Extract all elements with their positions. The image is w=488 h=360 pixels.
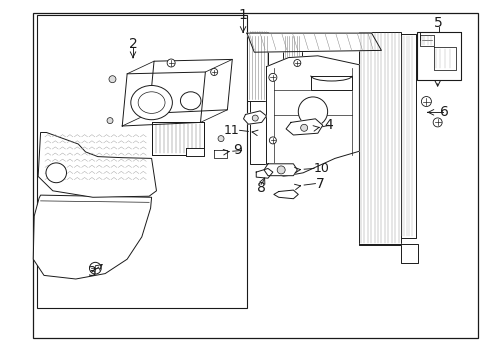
Circle shape [109, 76, 116, 83]
Circle shape [167, 59, 175, 67]
Polygon shape [266, 56, 359, 176]
Polygon shape [273, 190, 298, 199]
Polygon shape [419, 35, 433, 46]
Text: 4: 4 [324, 118, 332, 132]
Circle shape [210, 68, 217, 76]
Circle shape [421, 96, 430, 107]
Circle shape [268, 73, 276, 81]
Polygon shape [33, 195, 151, 279]
Polygon shape [246, 33, 381, 52]
Ellipse shape [180, 92, 201, 110]
Polygon shape [359, 244, 417, 263]
Polygon shape [310, 76, 351, 90]
Ellipse shape [46, 163, 66, 183]
Text: 11: 11 [224, 124, 239, 137]
Polygon shape [243, 111, 266, 124]
Text: 9: 9 [232, 144, 241, 157]
Text: 6: 6 [439, 105, 447, 119]
Polygon shape [264, 164, 297, 176]
Text: 7: 7 [315, 177, 324, 190]
Text: 8: 8 [256, 181, 265, 195]
Circle shape [107, 118, 113, 123]
Polygon shape [151, 122, 204, 155]
Ellipse shape [131, 85, 172, 120]
Text: 10: 10 [313, 162, 329, 175]
Text: 3: 3 [87, 265, 96, 279]
Text: 5: 5 [433, 17, 442, 30]
Circle shape [252, 115, 258, 121]
Polygon shape [285, 119, 322, 135]
Text: 1: 1 [238, 8, 247, 22]
Circle shape [300, 124, 307, 131]
Circle shape [298, 97, 327, 126]
Circle shape [432, 118, 441, 127]
Polygon shape [246, 34, 267, 101]
Polygon shape [359, 32, 400, 245]
Bar [416, 32, 460, 80]
Bar [37, 15, 246, 308]
Circle shape [269, 137, 276, 144]
Polygon shape [38, 132, 156, 197]
Polygon shape [250, 32, 267, 164]
Circle shape [89, 262, 101, 274]
Polygon shape [282, 34, 302, 126]
Text: 2: 2 [128, 37, 137, 51]
Polygon shape [185, 148, 204, 156]
Circle shape [293, 59, 300, 67]
Circle shape [277, 166, 285, 174]
Circle shape [218, 136, 224, 141]
Polygon shape [256, 168, 272, 178]
Polygon shape [433, 47, 455, 70]
